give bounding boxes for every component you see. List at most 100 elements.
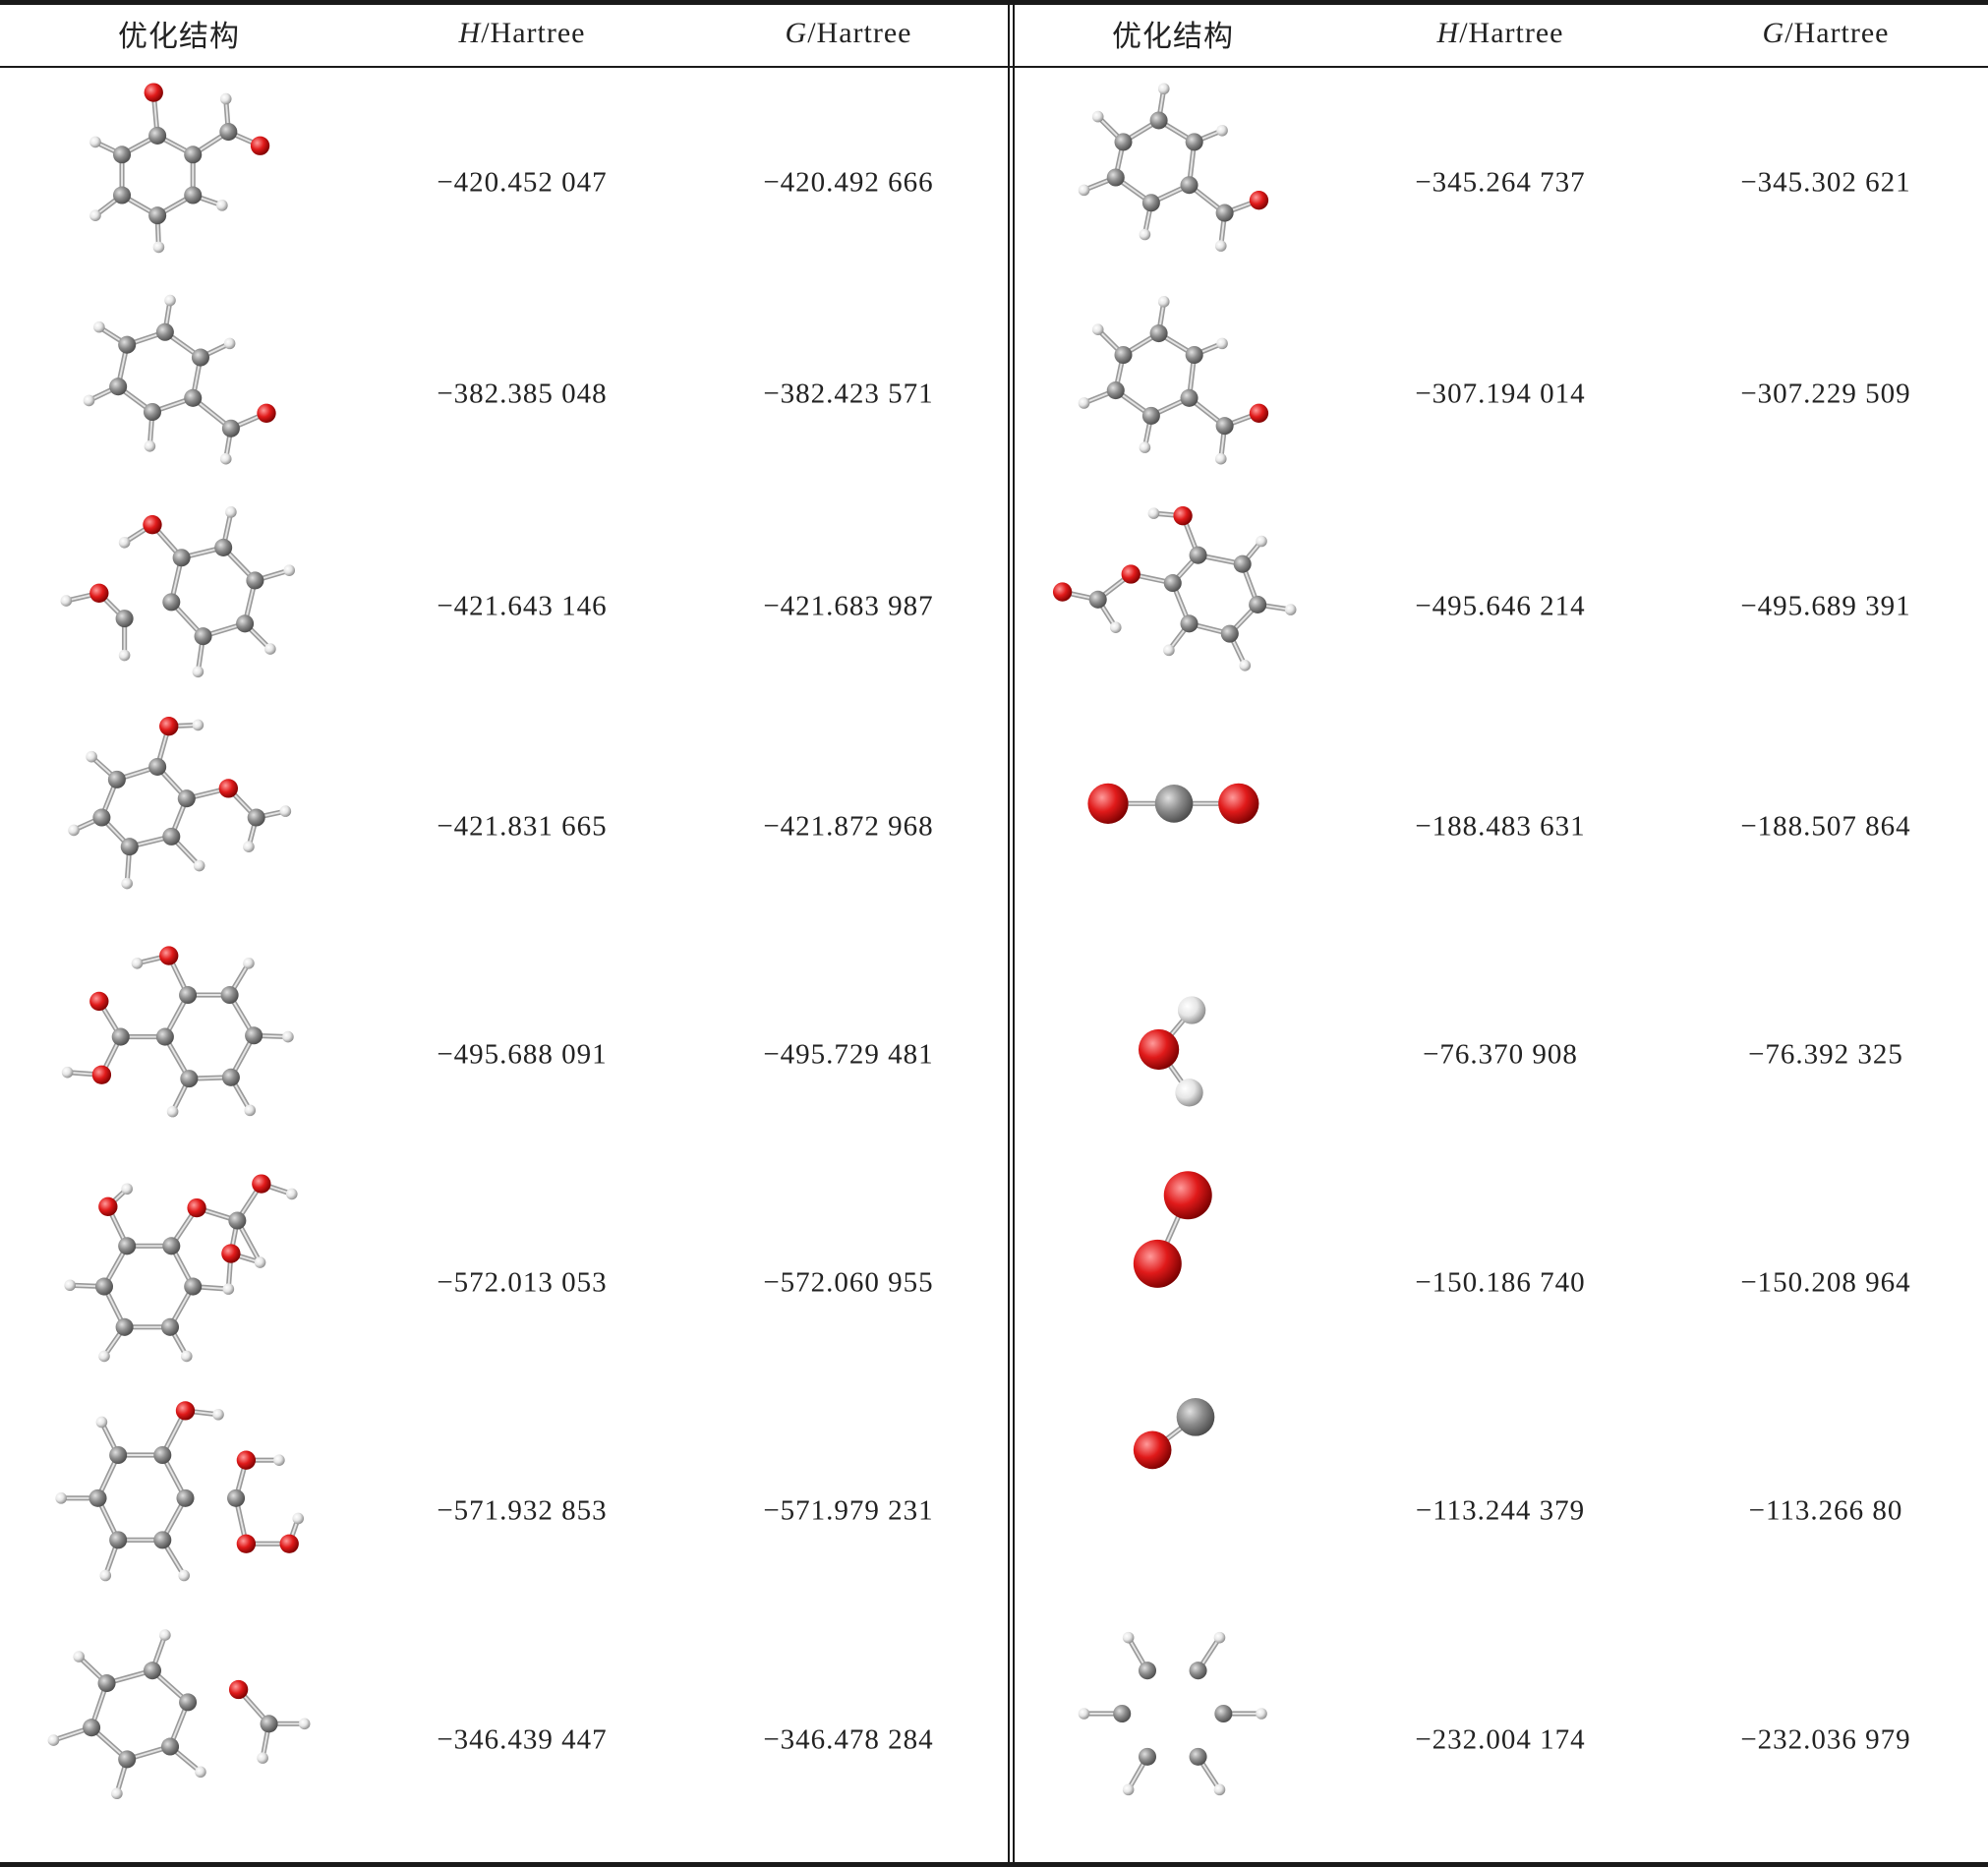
hydrogen-atom [192,666,205,678]
carbon-atom [88,1488,107,1507]
carbon-atom [143,402,161,422]
carbon-atom [179,986,198,1005]
carbon-atom [1149,111,1168,130]
right-g-value: −76.392 325 [1748,1038,1903,1071]
hydrogen-atom [144,439,156,452]
oxygen-atom [143,515,162,535]
g-symbol: G [785,17,808,49]
hydrogen-atom [1213,1783,1226,1796]
hydrogen-atom [1109,621,1122,633]
right-g-value: −150.208 964 [1740,1266,1911,1299]
oxygen-atom [1087,783,1129,824]
h-symbol: H [458,17,482,49]
left-h-value: −420.452 047 [437,166,608,199]
carbon-atom [162,593,181,612]
hydrogen-atom [223,337,236,350]
carbon-atom [1138,1747,1157,1766]
carbon-atom [109,378,128,396]
molecule-left-6 [64,1174,298,1363]
carbon-atom [120,838,139,856]
carbon-atom [94,1277,114,1296]
carbon-atom [221,419,240,438]
oxygen-atom [175,1401,196,1421]
hydrogen-atom [1122,1783,1135,1796]
hydrogen-atom [61,1066,74,1079]
hydrogen-atom [1256,1708,1267,1720]
molecule-right-3 [1052,506,1297,671]
header-g-left: G/Hartree [786,17,912,50]
hydrogen-atom [159,1629,171,1641]
hydrogen-atom [89,209,101,221]
carbon-atom [1106,381,1125,400]
carbon-atom [1220,624,1239,643]
oxygen-atom [1052,582,1073,602]
right-h-value: −113.244 379 [1415,1494,1586,1527]
molecule-left-4 [68,717,292,890]
oxygen-atom [159,946,179,965]
right-h-value: −76.370 908 [1423,1038,1578,1071]
oxygen-atom [187,1197,206,1218]
carbon-atom [148,206,167,225]
carbon-atom [1088,590,1107,609]
molecule-right-7 [1133,1397,1215,1470]
oxygen-atom [1138,1028,1180,1071]
bottom-rule [0,1862,1988,1867]
molecule-right-6 [1133,1171,1212,1288]
left-h-value: −382.385 048 [437,378,608,410]
carbon-atom [148,757,167,776]
carbon-atom [160,1737,180,1756]
hydrogen-atom [95,1416,108,1429]
hydrogen-atom [244,1104,257,1117]
right-g-value: −188.507 864 [1740,810,1911,843]
carbon-atom [115,1317,134,1336]
carbon-atom [1180,388,1199,407]
carbon-atom [260,1715,278,1733]
oxygen-atom [228,1679,249,1700]
carbon-atom [245,1026,263,1045]
hydrogen-atom [89,136,101,148]
right-h-value: −188.483 631 [1415,810,1586,843]
carbon-atom [228,1211,247,1230]
oxygen-atom [236,1534,257,1553]
left-g-value: −421.872 968 [763,810,934,843]
oxygen-atom [91,1065,112,1084]
oxygen-atom [257,403,276,423]
oxygen-atom [1173,506,1193,526]
carbon-atom [194,627,212,646]
carbon-atom [1215,417,1234,436]
right-h-value: −307.194 014 [1415,378,1586,410]
right-h-value: −495.646 214 [1415,590,1586,622]
hydrogen-atom [164,294,176,307]
carbon-atom [180,1070,199,1088]
header-rule [0,66,1988,68]
molecule-right-4 [1087,783,1259,824]
carbon-atom [184,1277,203,1296]
carbon-atom [113,146,132,164]
hydrogen-atom [1078,397,1090,409]
carbon-atom [219,123,238,142]
carbon-atom [236,614,255,633]
top-rule [0,0,1988,5]
oxygen-atom [279,1534,299,1553]
oxygen-atom [159,717,179,736]
hydrogen-atom [1239,660,1252,671]
hydrogen-atom [1213,1631,1226,1644]
carbon-atom [155,322,174,341]
hydrogen-atom [285,1188,298,1200]
unit: /Hartree [807,17,912,49]
right-g-value: −345.302 621 [1740,166,1911,199]
carbon-atom [214,538,233,556]
hydrogen-atom [257,1752,268,1764]
hydrogen-atom [219,92,232,105]
oxygen-atom [89,583,109,604]
divider-line-2 [1013,0,1015,1867]
carbon-atom [184,186,203,204]
carbon-atom [177,789,196,808]
oxygen-atom [1249,403,1269,423]
hydrogen-atom [1163,644,1175,657]
molecule-left-2 [83,294,276,465]
hydrogen-atom [279,805,292,817]
hydrogen-atom [192,719,205,731]
carbon-atom [118,335,137,354]
